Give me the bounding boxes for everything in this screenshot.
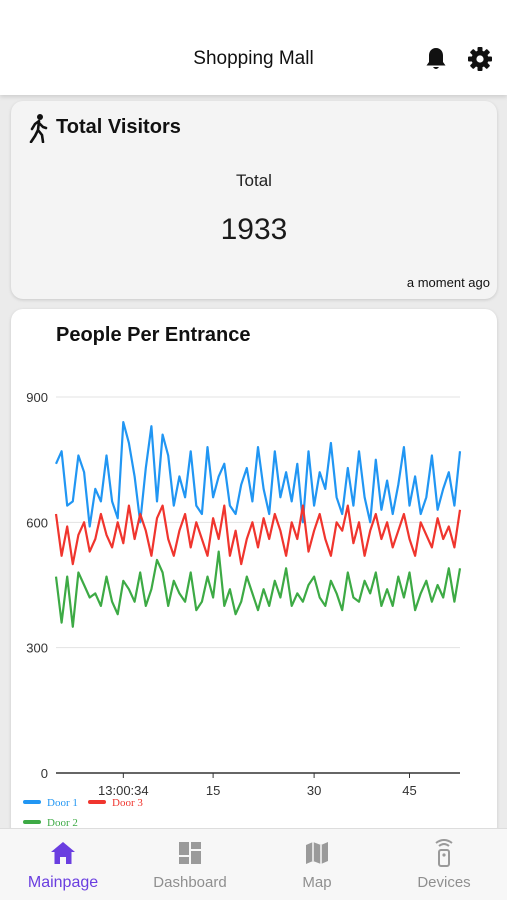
card-title: Total Visitors [56, 116, 181, 138]
gear-icon[interactable] [467, 46, 493, 72]
series-line-door-2 [54, 550, 462, 628]
page-title: Shopping Mall [193, 48, 314, 69]
total-label: Total [236, 171, 272, 190]
bottom-tab-bar: Mainpage Dashboard Map Devices [0, 828, 507, 900]
series-line-door-1 [54, 421, 462, 528]
legend-label: Door 1 [47, 797, 78, 809]
tab-devices[interactable]: Devices [381, 829, 507, 900]
y-tick-label: 900 [26, 390, 48, 405]
legend-label: Door 3 [112, 797, 143, 809]
tab-label: Dashboard [153, 874, 227, 891]
legend-label: Door 2 [47, 817, 78, 829]
x-tick-label: 15 [206, 783, 220, 798]
app-header: Shopping Mall [0, 0, 507, 95]
x-tick-label: 45 [402, 783, 416, 798]
tab-map[interactable]: Map [254, 829, 380, 900]
tab-label: Map [302, 874, 332, 891]
bell-icon[interactable] [424, 46, 448, 72]
tab-label: Devices [417, 874, 471, 891]
people-per-entrance-card: People Per Entrance 0 300 600 900 13:00:34 15… [11, 309, 497, 839]
x-tick-label: 30 [307, 783, 321, 798]
last-updated-timestamp: a moment ago [406, 275, 490, 290]
tab-dashboard[interactable]: Dashboard [127, 829, 253, 900]
tab-label: Mainpage [27, 874, 99, 891]
total-value: 1933 [220, 213, 288, 246]
dashboard-icon [179, 842, 201, 864]
x-tick-label: 13:00:34 [98, 783, 149, 798]
map-icon [306, 842, 328, 864]
chart-title: People Per Entrance [56, 324, 251, 346]
walking-person-icon [29, 114, 48, 143]
people-per-entrance-chart: 0 300 600 900 13:00:34 15 30 45 Door 1 Door 3 Door… [23, 390, 462, 829]
y-tick-label: 300 [26, 641, 48, 656]
total-visitors-card: Total Visitors Total 1933 a moment ago [11, 101, 497, 299]
home-icon [51, 842, 75, 864]
tab-mainpage[interactable]: Mainpage [0, 829, 126, 900]
series-line-door-3 [54, 504, 462, 566]
y-tick-label: 0 [41, 766, 48, 781]
remote-device-icon [435, 839, 453, 867]
y-tick-label: 600 [26, 515, 48, 530]
